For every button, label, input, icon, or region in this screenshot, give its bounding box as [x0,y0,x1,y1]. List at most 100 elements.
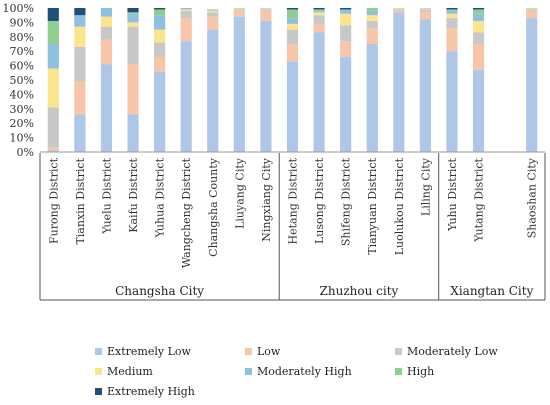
x-tick-label: Changsha County [207,157,220,257]
x-axis: Furong District Tianxin District Yuelu Dis… [39,151,546,301]
bar-segment [180,18,192,42]
bar-segment [446,9,458,11]
bar-segment [419,8,431,10]
y-tick-label: 90% [10,16,34,29]
bar-segment [207,9,219,11]
x-tick-label: Shifeng District [340,157,353,246]
bar-segment [286,18,299,24]
bar-segment [340,56,352,152]
y-tick-label: 10% [10,132,34,145]
y-tick-label: 0% [17,146,34,159]
bar-segment [233,16,245,152]
group-label: Zhuzhou city [320,284,399,298]
bar-segment [260,20,272,153]
bars [47,8,538,153]
bar-segment [47,68,59,108]
bar-segment [472,32,485,44]
x-tick-label: Kaifu District [127,157,140,232]
legend-swatch [395,348,402,355]
bar-segment [180,8,192,10]
x-tick-label: Lusong District [313,157,326,244]
bar-segment [340,8,352,10]
bar-segment [207,10,219,11]
bar-segment [233,8,245,10]
bar-segment [393,8,405,10]
bar-segment [313,32,325,153]
bar-segment [446,18,458,29]
bar-segment [74,81,86,115]
x-tick-label: Tianyuan District [366,157,379,254]
bar-segment [233,9,245,11]
bar-segment [154,29,166,43]
legend-label: Moderately Low [407,345,498,358]
bar-segment [340,9,352,14]
bar-segment [366,10,378,16]
bar-segment [154,15,166,30]
bar-segment [526,9,538,11]
bar-segment [472,13,485,21]
bar-segment [472,44,485,70]
bar-segment [366,28,378,44]
bar-segment [526,18,538,152]
bar-segment [446,10,458,14]
x-tick-label: Tianxin District [74,157,87,244]
legend-label: Moderately High [257,365,352,378]
legend-swatch [245,368,252,375]
bar-segment [313,10,325,13]
bar-segment [154,56,166,72]
bar-segment [260,9,272,11]
bar-segment [286,9,299,19]
bar-segment [127,64,139,115]
bar-segment [446,13,458,19]
bar-segment [340,25,352,42]
bar-segment [472,9,485,14]
legend-swatch [395,368,402,375]
bar-segment [366,44,378,152]
x-tick-label: Yuelu District [100,157,113,234]
x-tick-label: Yuhu District [446,157,459,231]
bar-segment [233,10,245,17]
bar-segment [446,51,458,153]
legend-label: High [407,365,434,378]
legend: Extremely Low Low Moderately Low Medium Mode… [95,345,498,398]
bar-segment [260,10,272,21]
bar-segment [74,26,86,47]
bar-segment [366,8,378,11]
bar-segment [127,114,139,152]
bar-segment [472,69,485,152]
bar-segment [446,28,458,52]
x-tick-label: Yuhua District [154,157,167,238]
y-tick-label: 50% [10,74,34,87]
legend-label: Extremely Low [107,345,192,358]
bar-segment [260,8,272,10]
bar-segment [100,26,113,40]
x-tick-label: Liuyang City [233,157,246,229]
y-tick-label: 60% [10,60,34,73]
bar-segment [207,16,219,30]
x-tick-label: Luolukou District [393,157,406,255]
bar-segment [180,41,192,153]
bar-segment [127,8,139,13]
bar-segment [74,8,86,16]
bar-segment [180,10,192,19]
bar-segment [100,16,113,27]
bar-segment [313,15,325,24]
bar-segment [154,8,166,10]
legend-swatch [245,348,252,355]
bar-segment [127,13,139,23]
x-tick-label: Ningxiang City [260,157,273,242]
bar-segment [127,26,139,65]
legend-label: Medium [107,365,153,378]
bar-segment [313,23,325,33]
bar-segment [286,8,299,10]
group-label: Changsha City [115,284,204,298]
legend-label: Low [257,345,281,358]
x-tick-label: Yutang District [473,157,486,242]
bar-segment [207,29,219,153]
legend-swatch [95,348,102,355]
y-axis: 0%10% 20%30% 40%50%60% 70%80% 90%100% [3,2,34,159]
bar-segment [526,10,538,19]
bar-segment [47,107,59,148]
bar-segment [393,12,405,152]
bar-segment [180,9,192,11]
